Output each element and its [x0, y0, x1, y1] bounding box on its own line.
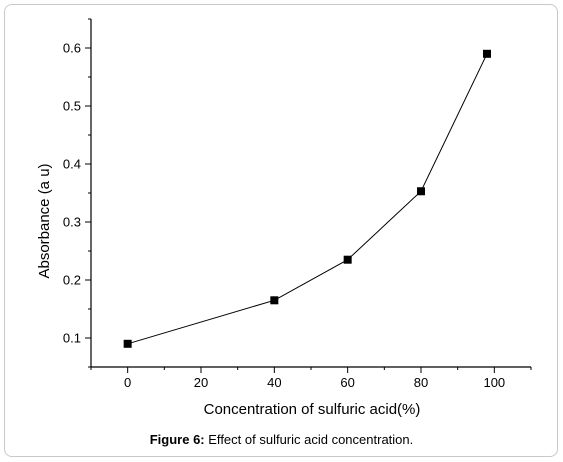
y-tick-label: 0.6: [63, 41, 81, 56]
x-tick-label: 100: [483, 375, 505, 390]
y-tick-label: 0.3: [63, 215, 81, 230]
data-point: [483, 49, 491, 58]
data-series: [123, 49, 491, 348]
series-line: [127, 53, 488, 345]
y-ticks: 0.1 0.2 0.3 0.4 0.5 0.6: [63, 18, 91, 368]
x-tick-label: 60: [340, 375, 354, 390]
x-tick-label: 40: [267, 375, 281, 390]
x-tick-label: 20: [194, 375, 208, 390]
x-axis-label: Concentration of sulfuric acid(%): [204, 401, 421, 418]
y-axis-label: Absorbance (a u): [36, 163, 53, 278]
data-point: [343, 255, 352, 264]
figure-caption-text: Effect of sulfuric acid concentration.: [208, 432, 414, 447]
data-point: [417, 187, 425, 196]
data-point: [123, 339, 132, 348]
y-tick-label: 0.5: [63, 99, 81, 114]
figure-caption: Figure 6: Effect of sulfuric acid concen…: [0, 432, 563, 447]
chart-axes: [90, 19, 531, 368]
y-tick-label: 0.2: [63, 273, 81, 288]
figure-caption-label: Figure 6:: [149, 432, 205, 447]
x-tick-label: 80: [414, 375, 428, 390]
y-tick-label: 0.1: [63, 331, 81, 346]
figure-frame: [4, 4, 558, 457]
x-tick-label: 0: [124, 375, 131, 390]
x-ticks: 0 20 40 60 80 100: [90, 367, 532, 390]
y-tick-label: 0.4: [63, 157, 81, 172]
data-point: [270, 296, 279, 305]
